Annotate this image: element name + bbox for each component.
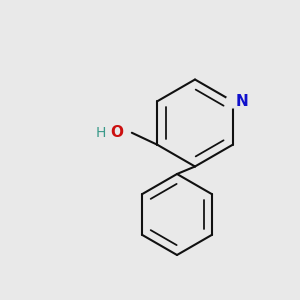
Text: H: H bbox=[95, 126, 106, 140]
Circle shape bbox=[226, 94, 239, 108]
Text: N: N bbox=[236, 94, 248, 109]
Text: O: O bbox=[110, 125, 123, 140]
